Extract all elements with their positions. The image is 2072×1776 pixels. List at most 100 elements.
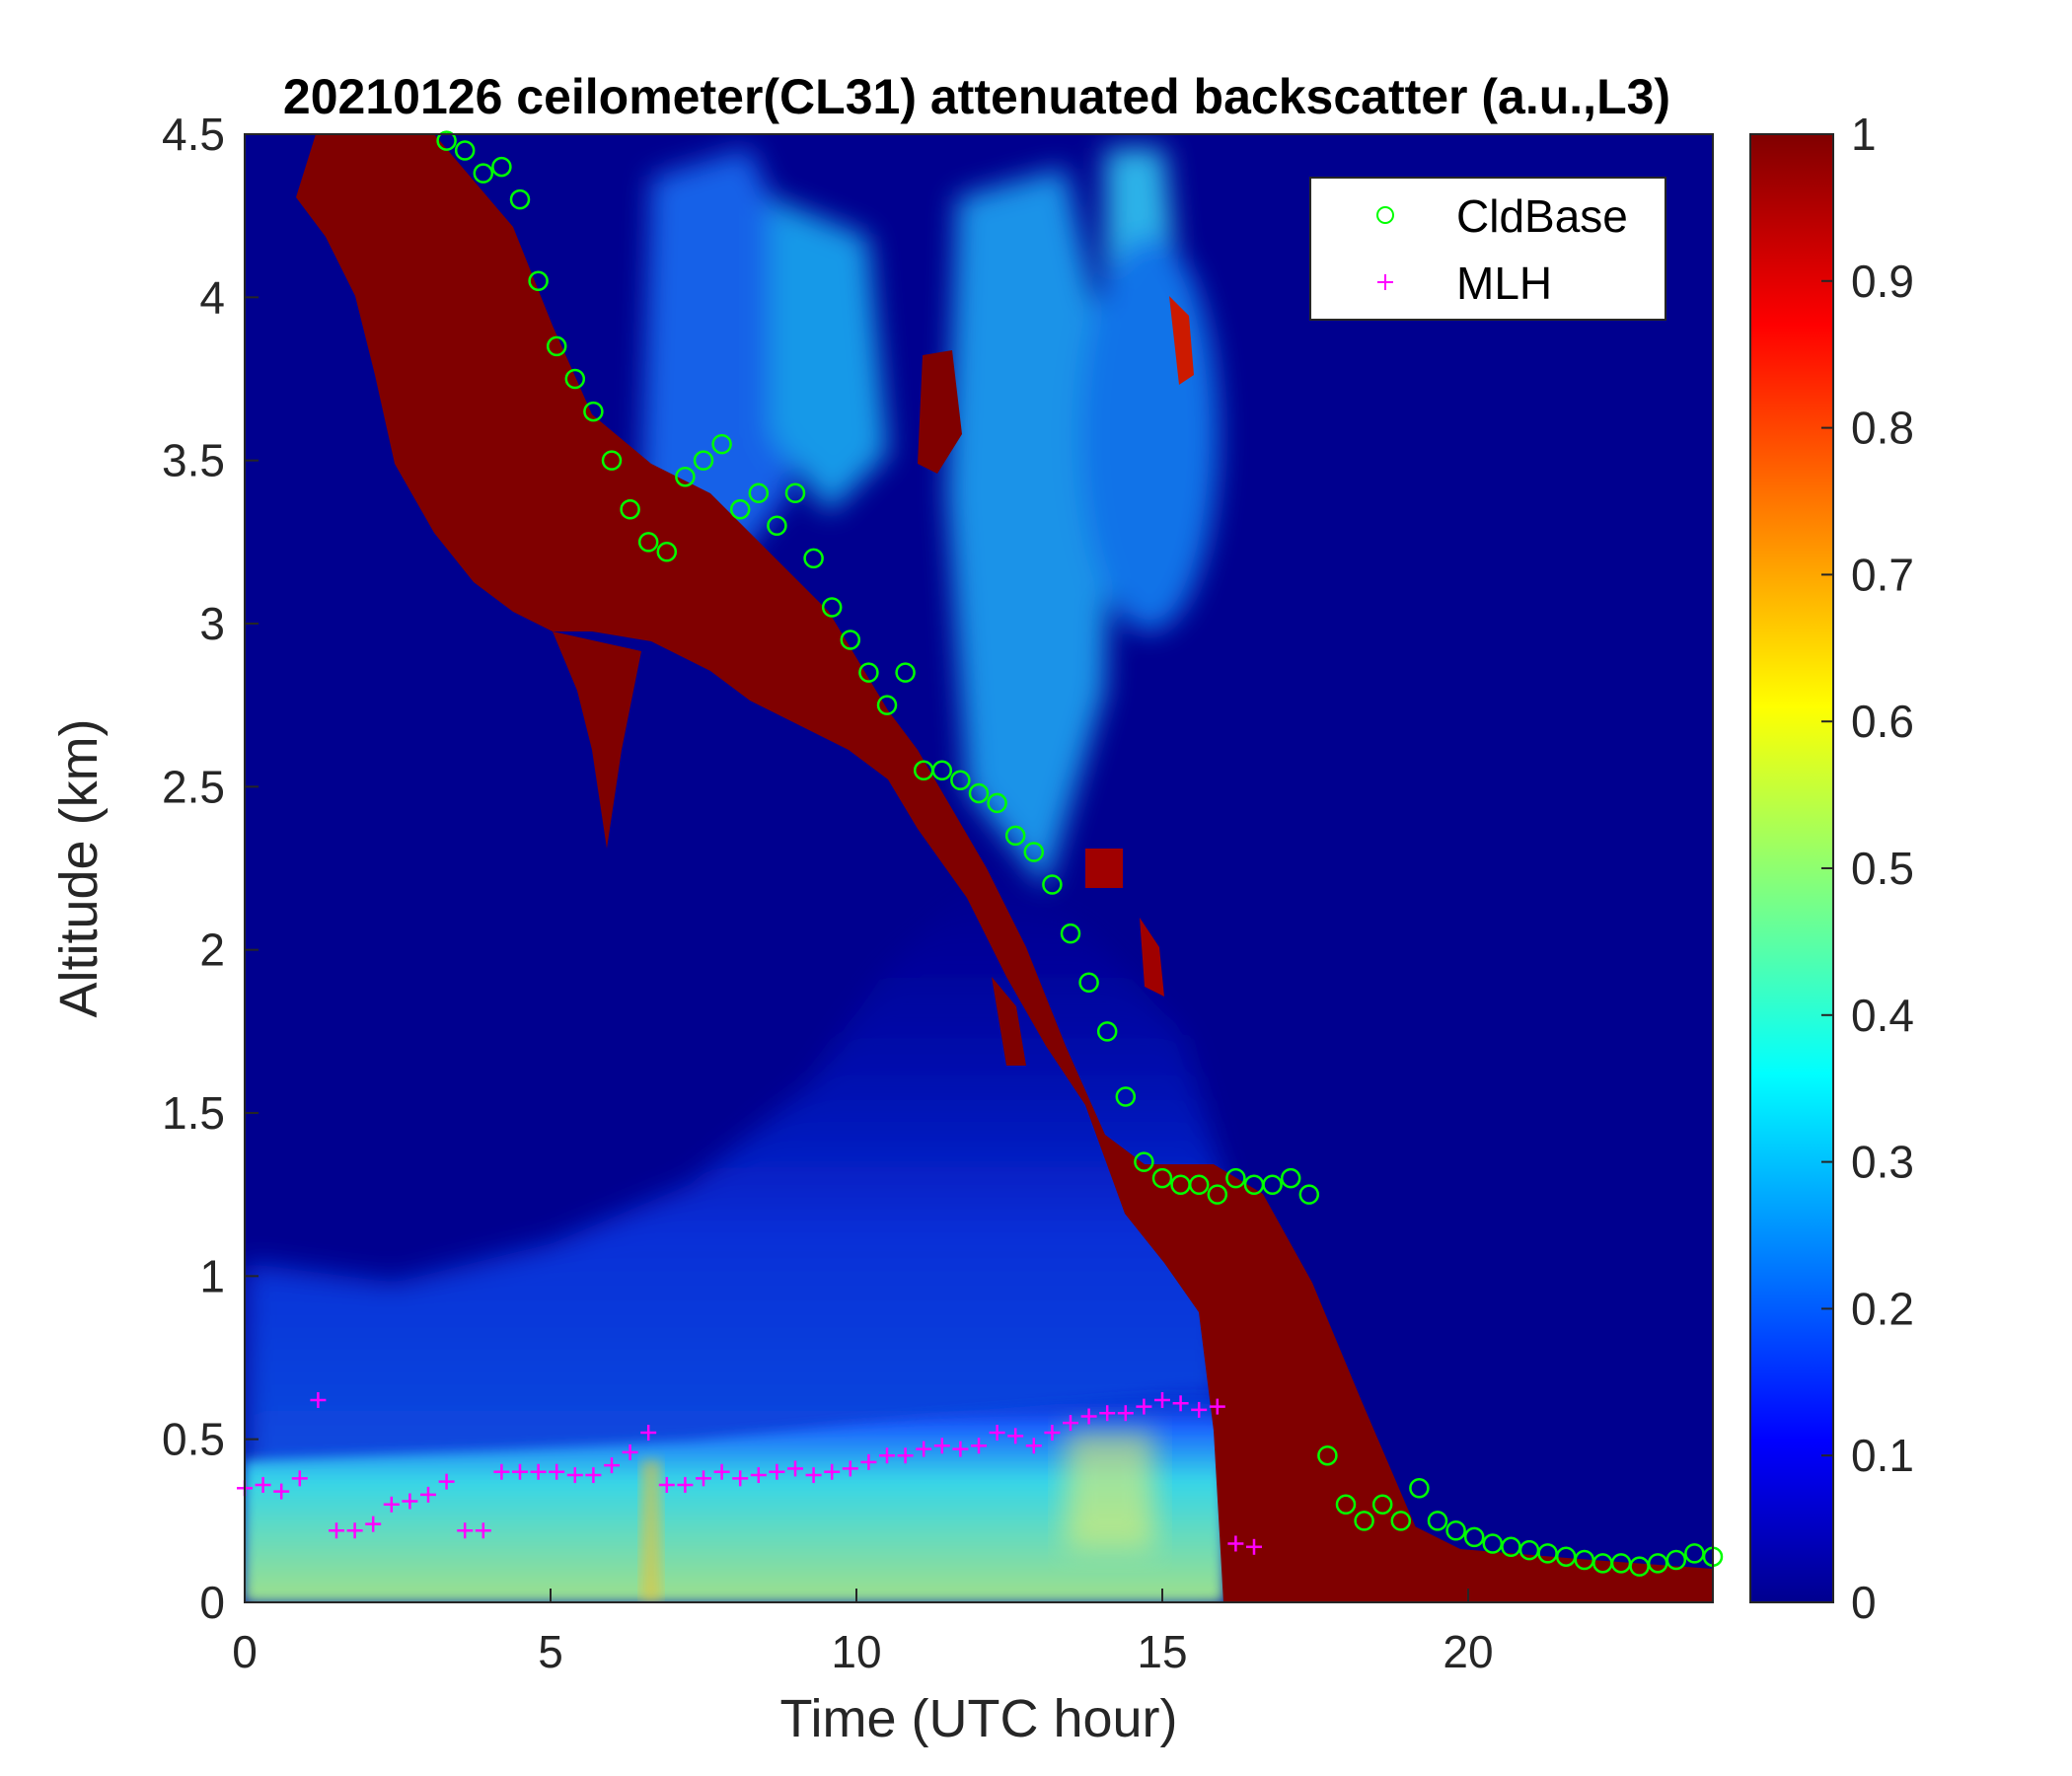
y-axis-label: Altitude (km) bbox=[49, 718, 109, 1017]
colorbar-tick-label: 0.5 bbox=[1851, 843, 1914, 894]
mlh-point bbox=[640, 1425, 657, 1442]
upper-scattering bbox=[641, 148, 1219, 888]
cldbase-point bbox=[1354, 1511, 1374, 1531]
cldbase-point bbox=[491, 156, 512, 178]
cldbase-point bbox=[564, 368, 586, 390]
legend-mlh-label: MLH bbox=[1456, 258, 1552, 309]
mlh-point bbox=[383, 1496, 400, 1513]
series-mlh bbox=[237, 1391, 1262, 1555]
cldbase-point bbox=[1225, 1167, 1246, 1189]
cldbase-point bbox=[509, 188, 531, 210]
mlh-point bbox=[713, 1463, 730, 1480]
cldbase-point bbox=[729, 499, 751, 520]
mlh-point bbox=[310, 1391, 327, 1408]
mlh-point bbox=[1044, 1425, 1061, 1442]
x-axis-label: Time (UTC hour) bbox=[779, 1689, 1177, 1748]
mlh-point bbox=[438, 1473, 455, 1490]
cldbase-point bbox=[858, 662, 879, 683]
colorbar-tick-label: 0.9 bbox=[1851, 256, 1914, 307]
mlh-point bbox=[1172, 1395, 1189, 1412]
mlh-point bbox=[1209, 1398, 1225, 1415]
cldbase-point bbox=[1078, 972, 1099, 993]
mlh-point bbox=[1136, 1398, 1152, 1415]
mlh-point bbox=[1191, 1401, 1208, 1418]
cldbase-point bbox=[1317, 1444, 1338, 1466]
y-tick-label: 4.5 bbox=[162, 109, 225, 160]
mlh-point bbox=[291, 1470, 308, 1487]
chart-title: 20210126 ceilometer(CL31) attenuated bac… bbox=[283, 69, 1670, 124]
cldbase-point bbox=[767, 515, 787, 537]
mlh-point bbox=[585, 1467, 602, 1484]
cldbase-point bbox=[1665, 1549, 1687, 1571]
y-tick-label: 4 bbox=[199, 271, 225, 323]
cldbase-point bbox=[987, 792, 1007, 814]
mlh-point bbox=[824, 1463, 841, 1480]
mlh-point bbox=[1007, 1428, 1024, 1444]
x-tick-label: 0 bbox=[232, 1626, 258, 1677]
colorbar-tick-label: 0 bbox=[1851, 1577, 1877, 1628]
cldbase-point bbox=[968, 782, 990, 804]
cldbase-point bbox=[528, 270, 549, 292]
cldbase-point bbox=[711, 433, 732, 455]
cldbase-point bbox=[675, 466, 696, 487]
colorbar-tick-label: 0.3 bbox=[1851, 1137, 1914, 1188]
cldbase-point bbox=[1262, 1174, 1283, 1195]
legend-cldbase-marker bbox=[1376, 206, 1394, 224]
cloud-layer bbox=[296, 134, 1713, 1602]
x-axis: 0 5 10 15 20 bbox=[232, 1589, 1494, 1677]
cldbase-point bbox=[1188, 1174, 1210, 1195]
mlh-point bbox=[420, 1486, 436, 1503]
cldbase-point bbox=[1096, 1021, 1118, 1042]
mlh-point bbox=[530, 1463, 547, 1480]
mlh-point bbox=[566, 1467, 583, 1484]
colorbar: 0 0.1 0.2 0.3 0.4 0.5 0.6 0.7 0.8 0.9 1 bbox=[1749, 109, 1914, 1628]
mlh-point bbox=[952, 1441, 969, 1457]
cldbase-point bbox=[693, 450, 714, 471]
mlh-point bbox=[457, 1522, 474, 1539]
cldbase-point bbox=[583, 401, 604, 422]
mlh-point bbox=[916, 1441, 932, 1457]
cldbase-point bbox=[637, 532, 659, 553]
cldbase-point bbox=[1280, 1167, 1301, 1189]
colorbar-tick-label: 0.4 bbox=[1851, 990, 1914, 1041]
colorbar-tick-label: 0.1 bbox=[1851, 1430, 1914, 1481]
cldbase-point bbox=[876, 695, 898, 715]
cldbase-point bbox=[1390, 1511, 1412, 1531]
cldbase-point bbox=[931, 760, 953, 781]
cldbase-point bbox=[1060, 923, 1081, 944]
mlh-point bbox=[1117, 1405, 1134, 1422]
cldbase-point bbox=[1371, 1494, 1393, 1516]
mlh-point bbox=[933, 1438, 950, 1454]
mlh-point bbox=[897, 1447, 914, 1464]
x-tick-label: 20 bbox=[1443, 1626, 1493, 1677]
cldbase-point bbox=[1445, 1520, 1466, 1541]
boundary-layer-band bbox=[245, 868, 1223, 1602]
cldbase-point bbox=[821, 597, 843, 618]
plot-area bbox=[245, 134, 1713, 1602]
colorbar-tick-label: 0.8 bbox=[1851, 403, 1914, 454]
mlh-point bbox=[1099, 1405, 1116, 1422]
plot-frame bbox=[244, 133, 1714, 1603]
cldbase-point bbox=[1004, 825, 1026, 847]
cldbase-point bbox=[803, 548, 824, 569]
cldbase-point bbox=[436, 130, 457, 151]
cldbase-point bbox=[748, 482, 770, 503]
y-tick-label: 0.5 bbox=[162, 1414, 225, 1465]
mlh-point bbox=[677, 1476, 694, 1493]
colorbar-tick-label: 0.2 bbox=[1851, 1283, 1914, 1334]
mlh-point bbox=[273, 1483, 290, 1500]
x-tick-label: 10 bbox=[831, 1626, 881, 1677]
legend-cldbase-label: CldBase bbox=[1456, 190, 1628, 242]
mlh-point bbox=[787, 1460, 803, 1477]
mlh-point bbox=[346, 1522, 363, 1539]
colorbar-gradient bbox=[1749, 133, 1834, 1603]
x-tick-label: 5 bbox=[538, 1626, 563, 1677]
mlh-point bbox=[769, 1463, 785, 1480]
mlh-point bbox=[842, 1460, 858, 1477]
mlh-point bbox=[329, 1522, 344, 1539]
legend-mlh-marker bbox=[1377, 274, 1393, 290]
mlh-point bbox=[1025, 1438, 1042, 1454]
cldbase-point bbox=[1023, 842, 1045, 862]
colorbar-tick-label: 1 bbox=[1851, 109, 1877, 160]
